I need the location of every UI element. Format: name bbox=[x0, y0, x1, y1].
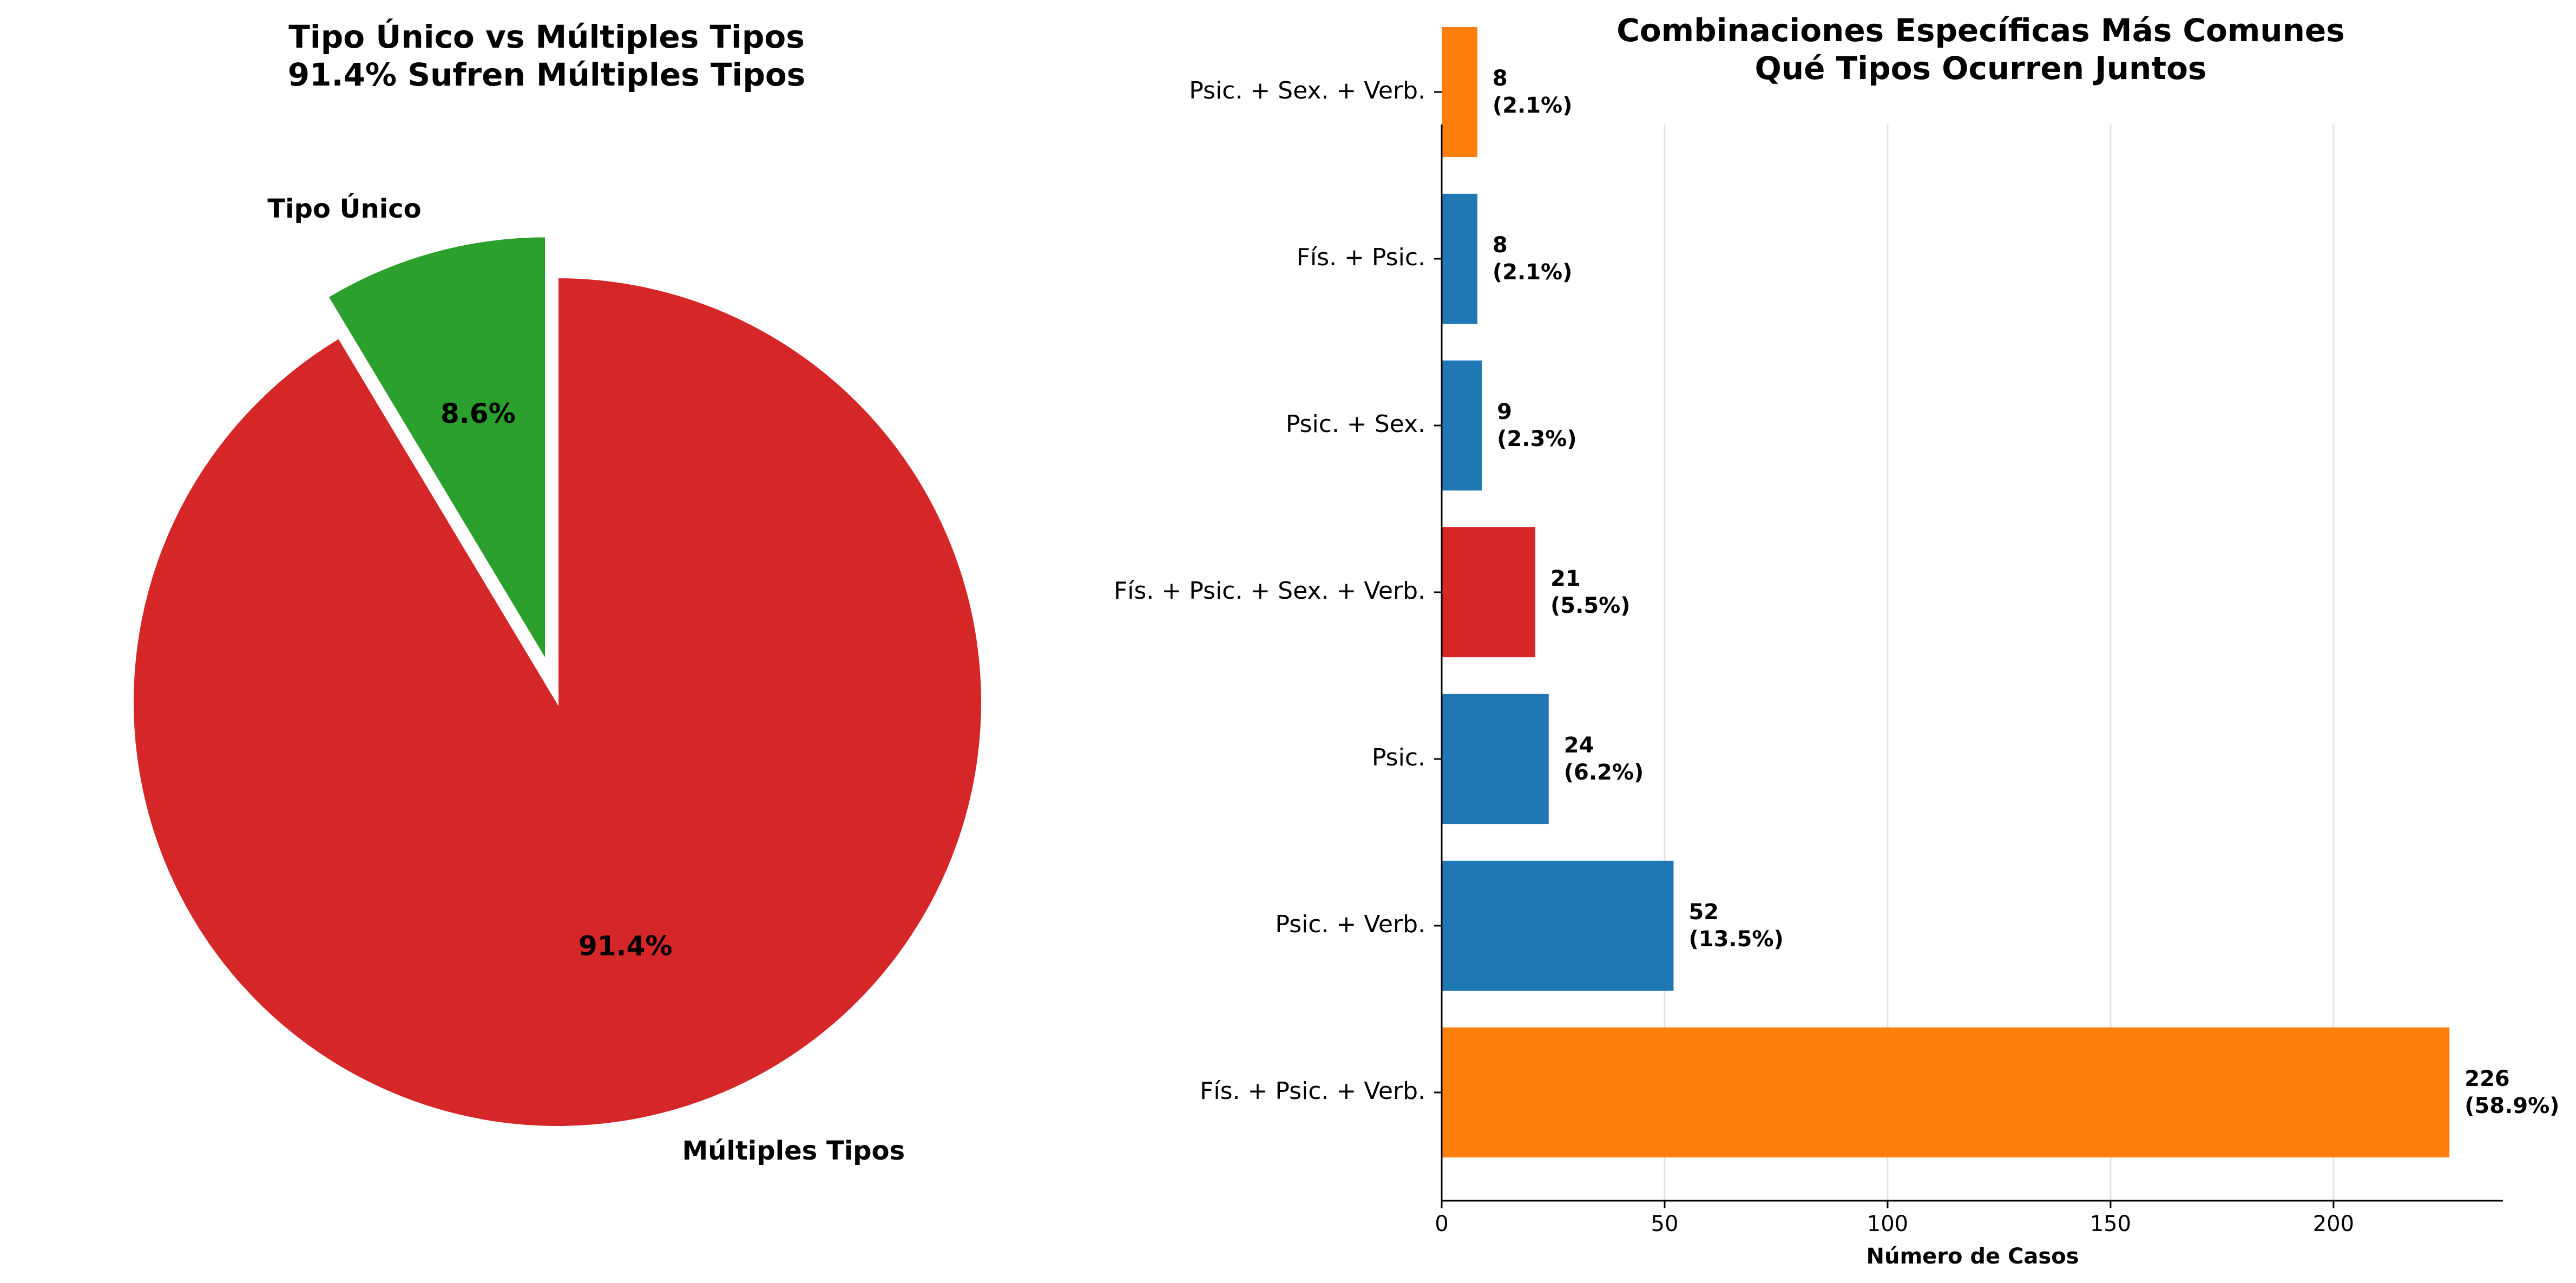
x-tick-label-50: 50 bbox=[1651, 1212, 1679, 1236]
x-tick-label-200: 200 bbox=[2313, 1212, 2354, 1236]
bar-title-line-2: Qué Tipos Ocurren Juntos bbox=[1755, 50, 2207, 87]
bar-axes bbox=[1441, 125, 2503, 1202]
bar-psic-verb bbox=[1442, 860, 1674, 991]
data-labels: 226 (58.9%) 52(13.5%) 24(6.2%) 21(5.5%) 9 (2.3… bbox=[1493, 66, 2560, 1118]
x-axis-label: Número de Casos bbox=[1866, 1244, 2079, 1269]
pie-category-label-multiples-tipos: Múltiples Tipos bbox=[682, 1136, 905, 1166]
data-label-value-fis-psic-verb: 226 bbox=[2465, 1066, 2510, 1091]
bar-psic-sex-verb bbox=[1442, 27, 1477, 158]
x-tick-label-100: 100 bbox=[1867, 1212, 1908, 1236]
pie-title-line-2: 91.4% Sufren Múltiples Tipos bbox=[288, 56, 805, 93]
data-label-percent-fis-psic: (2.1%) bbox=[1493, 260, 1573, 285]
data-label-value-psic-sex-verb: 8 bbox=[1493, 66, 1508, 91]
category-labels: Fís. + Psic. + Verb. Psic. + Verb. Psic. Fí… bbox=[1114, 77, 1442, 1105]
pie-labels: 8.6% Tipo Único 91.4% Múltiples Tipos bbox=[267, 193, 905, 1166]
data-label-percent-psic-sex: (2.3%) bbox=[1497, 427, 1577, 451]
bar-psic bbox=[1442, 693, 1549, 824]
pie-slice-multiples-tipos bbox=[132, 276, 983, 1128]
bar-fis-psic bbox=[1442, 193, 1477, 324]
x-tick-label-150: 150 bbox=[2090, 1212, 2131, 1236]
bar-fis-psic-sex-verb bbox=[1442, 527, 1536, 658]
data-label-value-fis-psic: 8 bbox=[1493, 233, 1508, 258]
data-label-percent-fis-psic-sex-verb: (5.5%) bbox=[1550, 593, 1631, 618]
category-label-psic: Psic. bbox=[1372, 744, 1425, 771]
category-label-psic-sex-verb: Psic. + Sex. + Verb. bbox=[1189, 77, 1425, 104]
bar-psic-sex bbox=[1442, 360, 1482, 491]
pie-title-line-1: Tipo Único vs Múltiples Tipos bbox=[288, 18, 805, 55]
category-label-fis-psic-verb: Fís. + Psic. + Verb. bbox=[1200, 1077, 1425, 1105]
bar-chart: Combinaciones Específicas Más Comunes Qu… bbox=[1114, 12, 2560, 1269]
bar-fis-psic-verb bbox=[1442, 1027, 2450, 1158]
category-label-fis-psic: Fís. + Psic. bbox=[1297, 244, 1425, 271]
category-label-psic-verb: Psic. + Verb. bbox=[1275, 911, 1425, 938]
pie-category-label-tipo-unico: Tipo Único bbox=[267, 193, 421, 224]
bar-gridlines bbox=[1664, 125, 2335, 1201]
data-label-percent-psic-sex-verb: (2.1%) bbox=[1493, 93, 1573, 118]
data-label-value-fis-psic-sex-verb: 21 bbox=[1550, 566, 1581, 591]
pie-chart: Tipo Único vs Múltiples Tipos 91.4% Sufr… bbox=[132, 18, 983, 1166]
data-label-value-psic: 24 bbox=[1564, 733, 1594, 758]
bar-series bbox=[1442, 27, 2450, 1158]
data-label-percent-psic-verb: (13.5%) bbox=[1688, 927, 1783, 952]
x-tick-label-0: 0 bbox=[1435, 1212, 1448, 1236]
data-label-value-psic-sex: 9 bbox=[1497, 400, 1512, 424]
pie-slice-tipo-unico bbox=[326, 235, 548, 665]
category-label-psic-sex: Psic. + Sex. bbox=[1286, 410, 1425, 438]
category-label-fis-psic-sex-verb: Fís. + Psic. + Sex. + Verb. bbox=[1114, 577, 1425, 605]
bar-title-line-1: Combinaciones Específicas Más Comunes bbox=[1616, 12, 2344, 49]
data-label-percent-psic: (6.2%) bbox=[1564, 760, 1644, 785]
x-ticks: 0 50 100 150 200 bbox=[1435, 1201, 2354, 1236]
pie-slices bbox=[132, 235, 983, 1128]
pie-percent-label-multiples-tipos: 91.4% bbox=[579, 930, 672, 961]
data-label-value-psic-verb: 52 bbox=[1688, 900, 1719, 925]
pie-percent-label-tipo-unico: 8.6% bbox=[441, 398, 516, 429]
data-label-percent-fis-psic-verb: (58.9%) bbox=[2465, 1094, 2559, 1118]
